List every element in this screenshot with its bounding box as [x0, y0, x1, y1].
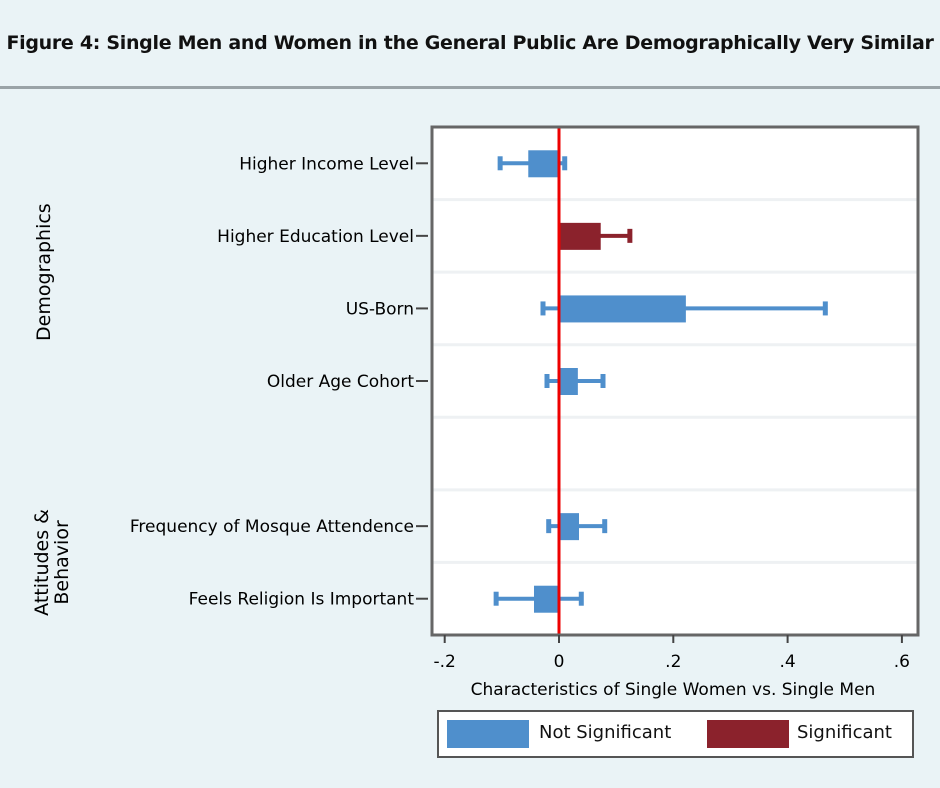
category-label: US-Born: [346, 299, 414, 319]
group-label: Demographics: [33, 203, 55, 341]
x-tick-label: .4: [779, 652, 795, 672]
legend-label-not-significant: Not Significant: [539, 722, 672, 743]
category-label: Older Age Cohort: [267, 372, 414, 392]
ci-cap: [627, 228, 633, 243]
estimate-bar: [558, 513, 580, 541]
x-tick-label: -.2: [434, 652, 456, 672]
x-tick-label: .6: [894, 652, 910, 672]
x-tick-label: .2: [665, 652, 681, 672]
estimate-bar: [558, 295, 686, 323]
category-label: Frequency of Mosque Attendence: [130, 517, 414, 537]
legend-label-significant: Significant: [797, 722, 892, 743]
title-divider: [0, 86, 940, 89]
ci-cap: [578, 591, 584, 606]
ci-cap: [600, 374, 606, 388]
ci-cap: [602, 519, 608, 534]
ci-cap: [497, 156, 503, 171]
ci-cap: [544, 374, 550, 388]
legend: Not Significant Significant: [437, 710, 914, 758]
category-label: Higher Education Level: [217, 227, 414, 247]
ci-cap: [562, 156, 568, 171]
category-label: Feels Religion Is Important: [189, 590, 415, 610]
group-label: Attitudes &Behavior: [31, 509, 73, 616]
estimate-bar: [558, 368, 578, 395]
ci-cap: [493, 591, 499, 606]
ci-cap: [546, 519, 552, 534]
plot-area: [432, 127, 918, 635]
ci-cap: [540, 301, 546, 316]
figure-title: Figure 4: Single Men and Women in the Ge…: [6, 32, 934, 54]
estimate-bar: [558, 222, 601, 250]
estimate-bar: [528, 150, 559, 178]
x-axis-label: Characteristics of Single Women vs. Sing…: [471, 680, 876, 700]
estimate-bar: [533, 585, 559, 613]
plot-frame: [430, 125, 920, 637]
category-label: Higher Income Level: [239, 154, 414, 174]
legend-swatch-significant: [707, 720, 789, 748]
legend-swatch-not-significant: [447, 720, 529, 748]
x-tick-label: 0: [554, 652, 565, 672]
ci-cap: [822, 301, 828, 316]
